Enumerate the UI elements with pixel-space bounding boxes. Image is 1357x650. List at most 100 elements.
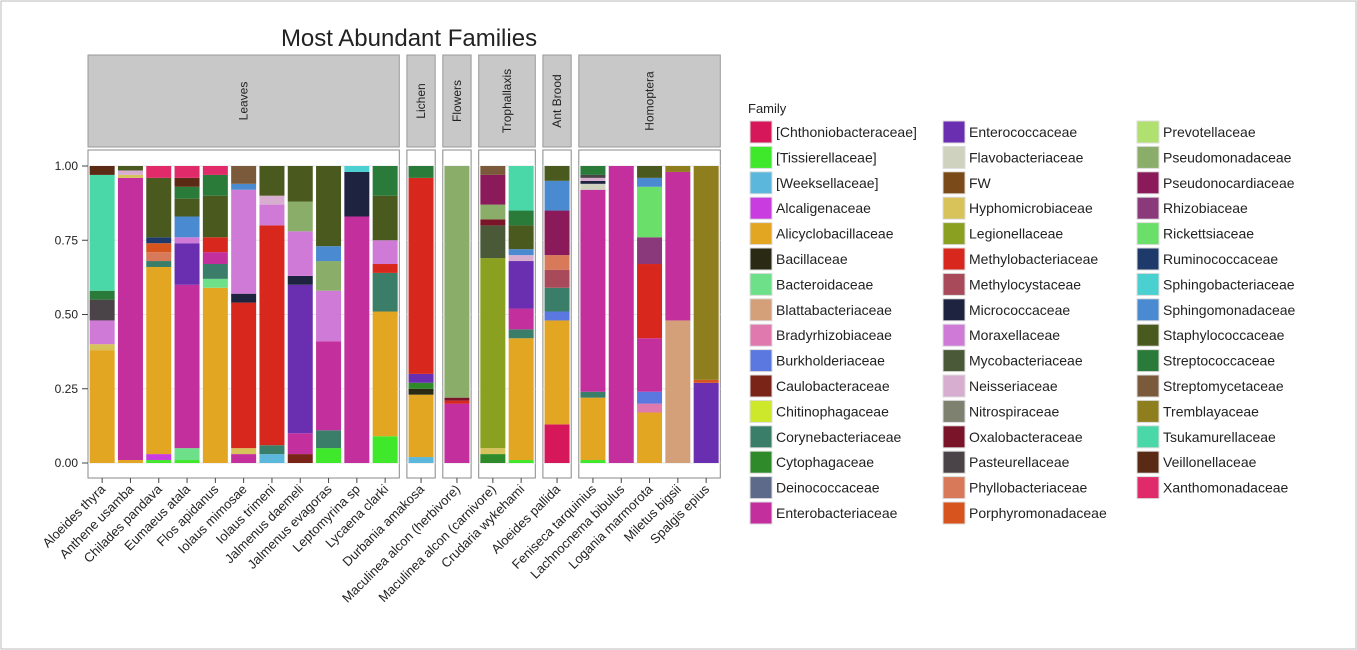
legend-key	[749, 145, 773, 169]
bar-segment	[665, 320, 691, 463]
legend-label: Cytophagaceae	[776, 454, 874, 470]
bar-segment	[174, 237, 200, 244]
bar-segment	[665, 171, 691, 321]
bar-segment	[444, 166, 470, 398]
bar-segment	[480, 204, 506, 220]
legend-key	[1136, 171, 1160, 195]
bar-segment	[444, 403, 470, 463]
legend-key	[1136, 272, 1160, 296]
bar-segment	[316, 290, 342, 342]
legend-label: Alcaligenaceae	[776, 200, 871, 216]
bar-segment	[146, 261, 172, 267]
legend-label: Enterobacteriaceae	[776, 505, 898, 521]
bar-segment	[287, 275, 313, 285]
bar-segment	[287, 284, 313, 434]
bar-segment	[316, 448, 342, 463]
bar-segment	[174, 177, 200, 187]
legend-key	[1136, 476, 1160, 500]
legend-key	[749, 298, 773, 322]
bar-segment	[544, 424, 570, 463]
legend-key	[942, 374, 966, 398]
legend-key	[1136, 323, 1160, 347]
bar-segment	[316, 261, 342, 291]
legend-key	[1136, 145, 1160, 169]
bar-segment	[408, 457, 434, 463]
legend-label: Neisseriaceae	[969, 378, 1058, 394]
legend-key	[942, 501, 966, 525]
bar-segment	[287, 231, 313, 276]
bar-segment	[480, 219, 506, 226]
bar-segment	[408, 373, 434, 383]
bar-segment	[480, 448, 506, 455]
legend-key	[749, 120, 773, 144]
legend-key	[749, 247, 773, 271]
strip	[406, 54, 436, 148]
strip-label: Leaves	[237, 82, 251, 121]
bar-segment	[117, 460, 143, 463]
bar-segment	[174, 216, 200, 238]
bar-segment	[231, 454, 257, 463]
bar-segment	[287, 454, 313, 463]
legend-label: Bacillaceae	[776, 251, 848, 267]
legend-key	[749, 425, 773, 449]
bar-segment	[231, 293, 257, 303]
legend-label: Bacteroidaceae	[776, 276, 874, 292]
bar-segment	[174, 243, 200, 285]
bar-segment	[508, 308, 534, 330]
bar-segment	[480, 166, 506, 175]
legend-label: Tsukamurellaceae	[1163, 429, 1276, 445]
legend-label: Staphylococcaceae	[1163, 327, 1285, 343]
legend-key	[1136, 222, 1160, 246]
bar-segment	[580, 397, 606, 461]
bar-segment	[580, 174, 606, 178]
legend-key	[1136, 120, 1160, 144]
bar-segment	[637, 237, 663, 265]
bar-segment	[146, 454, 172, 461]
bar-segment	[344, 166, 370, 172]
legend-label: Alicyclobacillaceae	[776, 226, 894, 242]
legend-key	[749, 349, 773, 373]
legend-key	[749, 323, 773, 347]
bar-segment	[608, 166, 634, 463]
bar-segment	[117, 170, 143, 175]
bar-segment	[174, 284, 200, 449]
legend-label: Deinococcaceae	[776, 480, 880, 496]
strip	[542, 54, 572, 148]
legend-label: Ruminococcaceae	[1163, 251, 1278, 267]
bar-segment	[508, 210, 534, 226]
legend-key	[942, 222, 966, 246]
legend-label: Pseudonocardiaceae	[1163, 175, 1295, 191]
legend-label: Micrococcaceae	[969, 302, 1070, 318]
bar-segment	[544, 255, 570, 270]
legend-key	[942, 349, 966, 373]
bar-segment	[202, 278, 228, 288]
bar-segment	[259, 454, 285, 463]
legend-label: Bradyrhizobiaceae	[776, 327, 892, 343]
bar-segment	[146, 252, 172, 262]
legend-key	[1136, 196, 1160, 220]
bar-segment	[637, 264, 663, 339]
bar-segment	[146, 266, 172, 455]
legend-key	[942, 425, 966, 449]
legend-label: Porphyromonadaceae	[969, 505, 1107, 521]
bar-segment	[146, 166, 172, 178]
bar-segment	[508, 255, 534, 262]
legend-key	[942, 171, 966, 195]
bar-segment	[231, 183, 257, 190]
bar-segment	[444, 400, 470, 404]
bar-segment	[637, 186, 663, 238]
bar-segment	[693, 379, 719, 383]
legend-key	[1136, 399, 1160, 423]
legend-key	[942, 476, 966, 500]
bar-segment	[408, 382, 434, 389]
bar-segment	[508, 460, 534, 463]
bar-segment	[287, 201, 313, 232]
bar-segment	[146, 460, 172, 463]
bar-segment	[372, 436, 398, 463]
y-tick-label: 1.00	[55, 159, 79, 173]
y-tick-label: 0.25	[55, 382, 79, 396]
legend-key	[942, 450, 966, 474]
strip	[442, 54, 472, 148]
legend-label: Tremblayaceae	[1163, 403, 1259, 419]
